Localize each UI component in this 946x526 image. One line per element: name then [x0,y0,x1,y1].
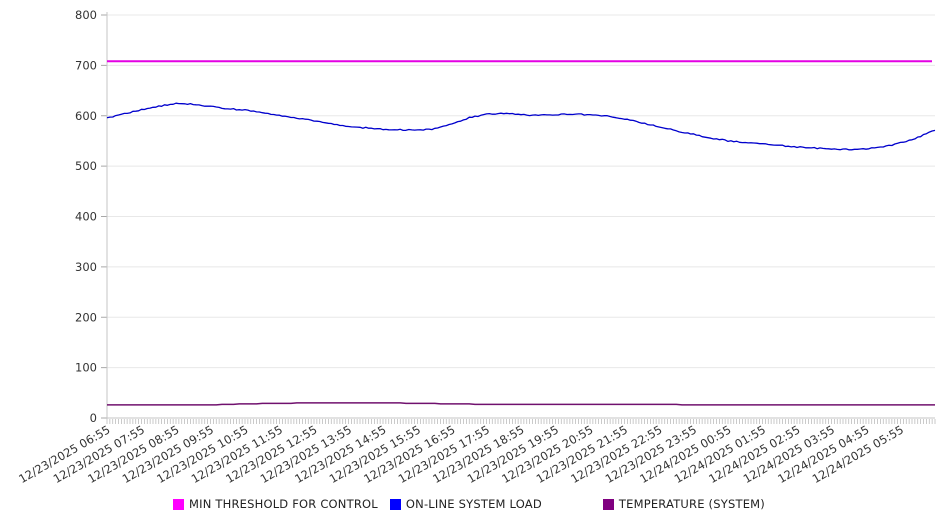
svg-text:600: 600 [75,109,97,123]
svg-text:200: 200 [75,310,97,324]
svg-text:100: 100 [75,361,97,375]
svg-text:500: 500 [75,159,97,173]
chart-legend: MIN THRESHOLD FOR CONTROL ON-LINE SYSTEM… [173,497,765,511]
system-load-swatch-icon [389,498,401,510]
svg-text:300: 300 [75,260,97,274]
legend-label-system-load: ON-LINE SYSTEM LOAD [405,497,542,511]
min-threshold-swatch-icon [173,498,184,510]
legend-item-min-threshold: MIN THRESHOLD FOR CONTROL [173,497,378,511]
legend-item-system-load: ON-LINE SYSTEM LOAD [389,497,542,511]
svg-text:700: 700 [75,58,97,72]
svg-text:800: 800 [75,8,97,22]
svg-text:400: 400 [75,210,97,224]
temperature-swatch-icon [602,498,614,510]
svg-text:0: 0 [90,411,97,425]
legend-label-min-threshold: MIN THRESHOLD FOR CONTROL [189,497,378,511]
legend-label-temperature: TEMPERATURE (SYSTEM) [618,497,765,511]
legend-item-temperature: TEMPERATURE (SYSTEM) [602,497,765,511]
